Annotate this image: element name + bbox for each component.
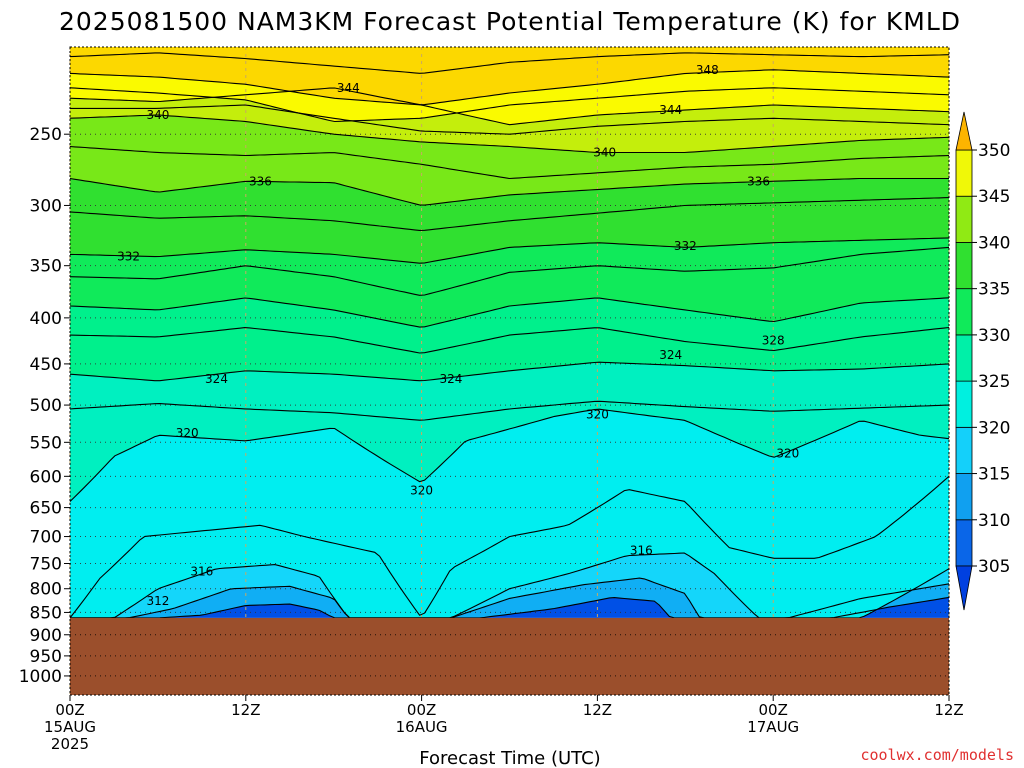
- isentrope-322: [69, 400, 950, 421]
- isentrope-318: [69, 475, 950, 619]
- colorbar-segment: [955, 334, 973, 382]
- contour-label: 324: [439, 372, 462, 386]
- colorbar-tick-label: 315: [978, 465, 1010, 485]
- x-tick-label: 12Z: [231, 701, 260, 719]
- contour-label: 320: [176, 426, 199, 440]
- contour-label: 328: [762, 334, 785, 348]
- y-tick-label: 650: [30, 499, 62, 519]
- y-tick-label: 900: [30, 626, 62, 646]
- y-tick-label: 350: [30, 257, 62, 277]
- contour-label: 324: [659, 348, 682, 362]
- colorbar-tick-label: 305: [978, 557, 1010, 577]
- colorbar-tick-label: 340: [978, 233, 1010, 253]
- contour-label: 344: [337, 81, 360, 95]
- colorbar-tick-label: 310: [978, 511, 1010, 531]
- isentrope-320: [69, 408, 950, 502]
- colorbar-tick-label: 350: [978, 141, 1010, 161]
- x-tick-label: 00Z: [759, 701, 788, 719]
- y-tick-label: 250: [30, 125, 62, 145]
- isentrope-326: [69, 326, 950, 354]
- isentrope-338: [69, 145, 950, 180]
- y-tick-label: 950: [30, 647, 62, 667]
- y-tick-label: 750: [30, 555, 62, 575]
- isentrope-330: [69, 246, 950, 296]
- contour-label: 312: [146, 594, 169, 608]
- contour-label: 340: [593, 146, 616, 160]
- contour-label: 320: [776, 447, 799, 461]
- y-tick-label: 800: [30, 580, 62, 600]
- isentrope-350: [69, 52, 950, 74]
- y-tick-label: 1000: [19, 667, 62, 687]
- isentrope-324: [69, 361, 950, 382]
- x-tick-label: 12Z: [583, 701, 612, 719]
- x-tick-label: 12Z: [934, 701, 963, 719]
- contour-label: 320: [410, 483, 433, 497]
- isentrope-332: [69, 237, 950, 264]
- colorbar-segment: [955, 473, 973, 521]
- y-tick-label: 450: [30, 355, 62, 375]
- x-tick-label: 00Z: [407, 701, 436, 719]
- y-tick-label: 400: [30, 309, 62, 329]
- colorbar-tick-label: 320: [978, 418, 1010, 438]
- colorbar: 350 345 340 335 330 325 320 315 310 305: [955, 111, 1010, 611]
- colorbar-bottom-arrow: [955, 565, 973, 611]
- credit-text: coolwx.com/models: [860, 746, 1014, 764]
- colorbar-segment: [955, 288, 973, 336]
- x-axis-label: Forecast Time (UTC): [419, 748, 600, 768]
- contour-label: 332: [674, 239, 697, 253]
- isentropes: [69, 52, 950, 619]
- y-axis: 250 300 350 400 450 500 550 600 650 700 750 800 850 9…: [19, 125, 70, 687]
- contour-label: 332: [117, 250, 140, 264]
- ground-surface: [70, 617, 949, 695]
- colorbar-top-arrow: [955, 111, 973, 151]
- y-tick-label: 300: [30, 196, 62, 216]
- contour-label: 324: [205, 372, 228, 386]
- y-tick-label: 600: [30, 467, 62, 487]
- colorbar-segment: [955, 426, 973, 474]
- x-tick-label: 00Z: [55, 701, 84, 719]
- colorbar-tick-label: 325: [978, 372, 1010, 392]
- colorbar-tick-label: 335: [978, 280, 1010, 300]
- isentrope-328: [69, 297, 950, 328]
- colorbar-segment: [955, 195, 973, 243]
- isentrope-308: [70, 596, 950, 619]
- contour-label: 336: [747, 174, 770, 188]
- y-tick-label: 850: [30, 603, 62, 623]
- x-tick-label: 17AUG: [747, 718, 799, 736]
- contour-labels: 348 344 344 340 340 336 336 332 332 328 324 324 324 3…: [117, 63, 799, 608]
- isentrope-348: [69, 69, 950, 106]
- colorbar-segment: [955, 519, 973, 567]
- contour-label: 336: [249, 174, 272, 188]
- isentrope-334: [69, 197, 950, 231]
- chart-title: 2025081500 NAM3KM Forecast Potential Tem…: [59, 7, 961, 36]
- colorbar-segment: [955, 149, 973, 197]
- colorbar-tick-label: 345: [978, 187, 1010, 207]
- contour-label: 340: [146, 108, 169, 122]
- colorbar-segment: [955, 380, 973, 428]
- contour-label: 320: [586, 407, 609, 421]
- y-tick-label: 700: [30, 528, 62, 548]
- y-tick-label: 550: [30, 433, 62, 453]
- x-tick-label: 16AUG: [396, 718, 448, 736]
- x-tick-label: 15AUG: [44, 718, 96, 736]
- plot-frame: [69, 46, 950, 696]
- isentrope-344: [69, 87, 950, 126]
- isentrope-342: [70, 104, 950, 135]
- y-tick-label: 500: [30, 396, 62, 416]
- isentrope-346: [69, 87, 950, 123]
- colorbar-segment: [955, 242, 973, 290]
- isentrope-340: [69, 114, 950, 154]
- contour-label: 316: [630, 543, 653, 557]
- x-tick-label: 2025: [51, 735, 89, 753]
- contour-label: 348: [696, 63, 719, 77]
- isentrope-336: [69, 177, 949, 206]
- contour-label: 316: [190, 564, 213, 578]
- plot-area: 348 344 344 340 340 336 336 332 332 328 324 324 324 3…: [69, 46, 950, 696]
- colorbar-tick-label: 330: [978, 326, 1010, 346]
- isentrope-312: [70, 577, 950, 619]
- contour-label: 344: [659, 103, 682, 117]
